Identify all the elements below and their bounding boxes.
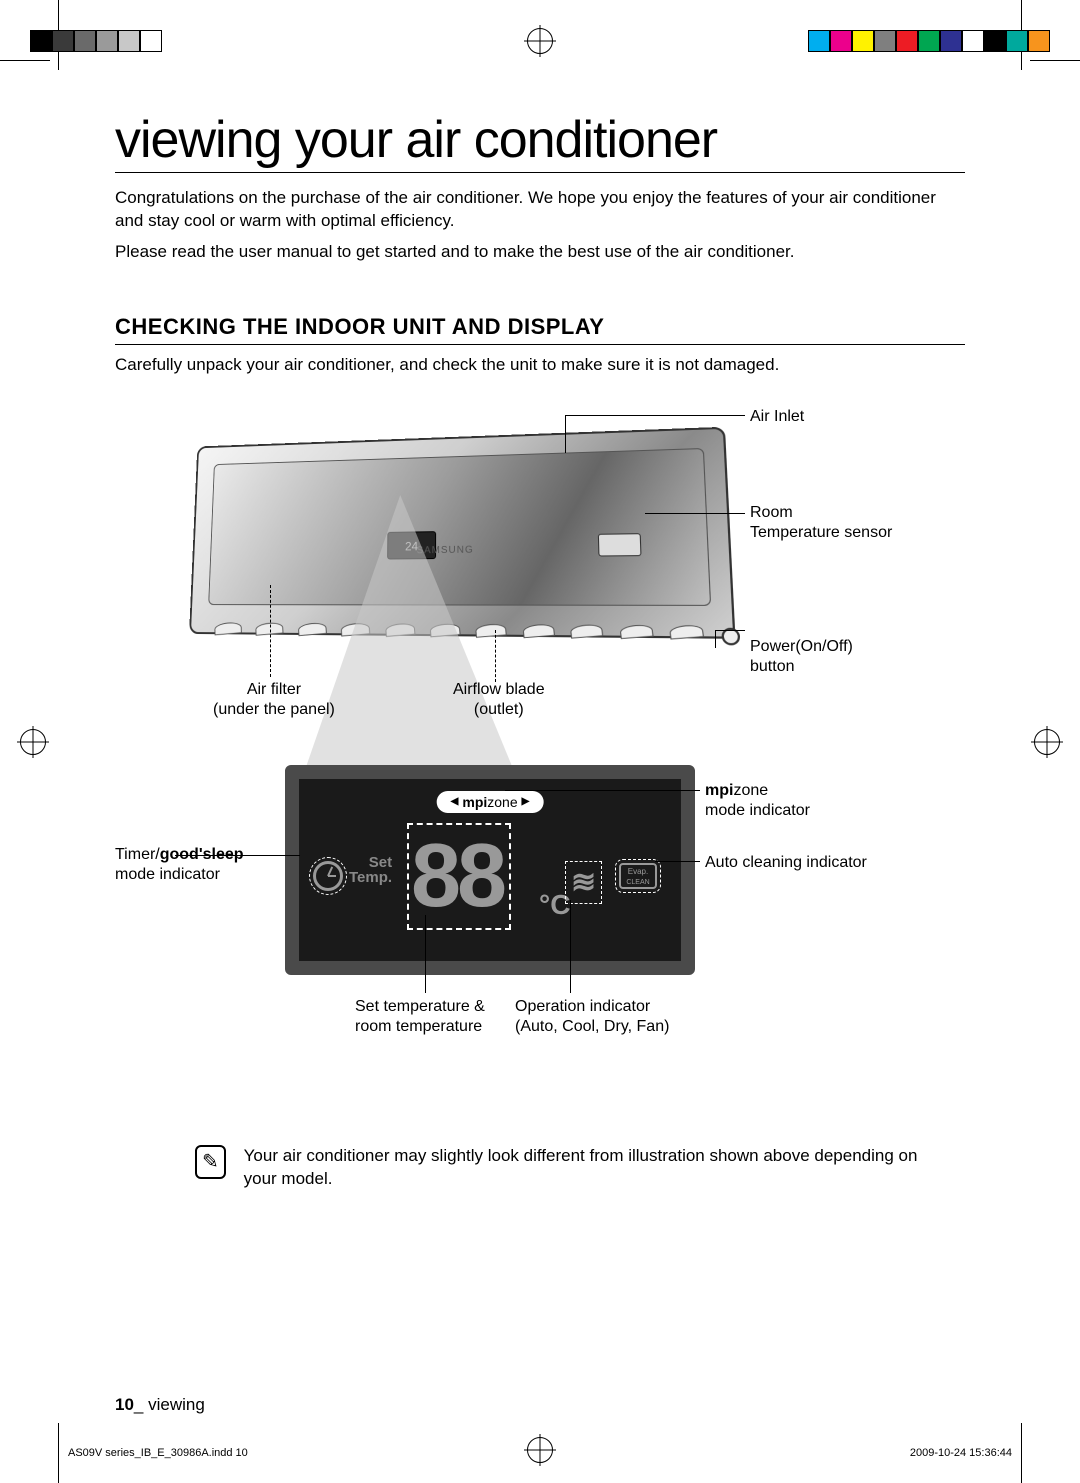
crop-line <box>58 1423 59 1483</box>
room-temp-sensor <box>598 533 642 556</box>
crop-line <box>1030 60 1080 61</box>
lead-line <box>270 585 271 677</box>
label-air-inlet: Air Inlet <box>750 407 804 427</box>
label-operation-indicator: Operation indicator (Auto, Cool, Dry, Fa… <box>515 997 669 1037</box>
registration-mark-top <box>527 28 553 54</box>
color-bar-left <box>30 30 162 52</box>
lead-line <box>495 630 496 682</box>
display-panel: ◀ mpizone ▶ Set Temp. 88 °C ≋ Evap. CLEA… <box>285 765 695 975</box>
note-text: Your air conditioner may slightly look d… <box>244 1145 925 1191</box>
lead-line <box>565 415 745 416</box>
temperature-digits: 88 <box>407 823 511 930</box>
label-set-room-temp: Set temperature & room temperature <box>355 997 485 1037</box>
label-timer-indicator: Timer/good'sleep mode indicator <box>115 845 244 885</box>
imprint-file: AS09V series_IB_E_30986A.indd 10 <box>68 1447 248 1459</box>
intro-para-1: Congratulations on the purchase of the a… <box>115 187 965 233</box>
label-airflow-blade: Airflow blade (outlet) <box>453 680 545 720</box>
lead-line <box>715 630 745 631</box>
lead-line <box>505 790 700 791</box>
intro-para-2: Please read the user manual to get start… <box>115 241 965 264</box>
label-air-filter: Air filter (under the panel) <box>213 680 335 720</box>
note-icon: ✎ <box>195 1145 226 1179</box>
footer-section: viewing <box>148 1395 205 1414</box>
mpi-zone-badge: ◀ mpizone ▶ <box>437 791 544 813</box>
zoom-beam <box>300 495 550 785</box>
auto-clean-icon: Evap. CLEAN <box>619 863 657 889</box>
page-footer: 10_ viewing <box>115 1395 205 1415</box>
registration-mark-bottom <box>527 1437 553 1463</box>
lead-line <box>570 900 571 993</box>
label-auto-cleaning: Auto cleaning indicator <box>705 853 867 873</box>
section-heading: CHECKING THE INDOOR UNIT AND DISPLAY <box>115 314 965 345</box>
page-number: 10 <box>115 1395 134 1414</box>
label-mpi-mode-indicator: mpizone mode indicator <box>705 781 810 821</box>
label-room-temp-sensor: Room Temperature sensor <box>750 503 892 543</box>
lead-line <box>645 513 745 514</box>
lead-line <box>565 415 566 453</box>
operation-mode-icon: ≋ <box>569 865 598 900</box>
crop-line <box>1021 1423 1022 1483</box>
temperature-unit: °C <box>539 889 570 921</box>
lead-line <box>655 861 700 862</box>
label-power-button: Power(On/Off) button <box>750 637 853 677</box>
imprint-timestamp: 2009-10-24 15:36:44 <box>910 1447 1012 1459</box>
set-temp-label: Set Temp. <box>349 855 392 885</box>
page-title: viewing your air conditioner <box>115 110 965 173</box>
color-bar-right <box>808 30 1050 52</box>
timer-icon <box>313 861 343 891</box>
note-row: ✎ Your air conditioner may slightly look… <box>195 1145 925 1191</box>
lead-line <box>715 630 716 648</box>
page-content: viewing your air conditioner Congratulat… <box>115 110 965 1191</box>
intro-block: Congratulations on the purchase of the a… <box>115 187 965 264</box>
registration-mark-left <box>20 729 46 755</box>
registration-mark-right <box>1034 729 1060 755</box>
lead-line <box>425 915 426 993</box>
diagram-area: 24 SAMSUNG Air Inlet Room Temperature se… <box>115 405 965 1045</box>
lead-line <box>175 855 300 856</box>
section-subtext: Carefully unpack your air conditioner, a… <box>115 355 965 375</box>
crop-line <box>0 60 50 61</box>
